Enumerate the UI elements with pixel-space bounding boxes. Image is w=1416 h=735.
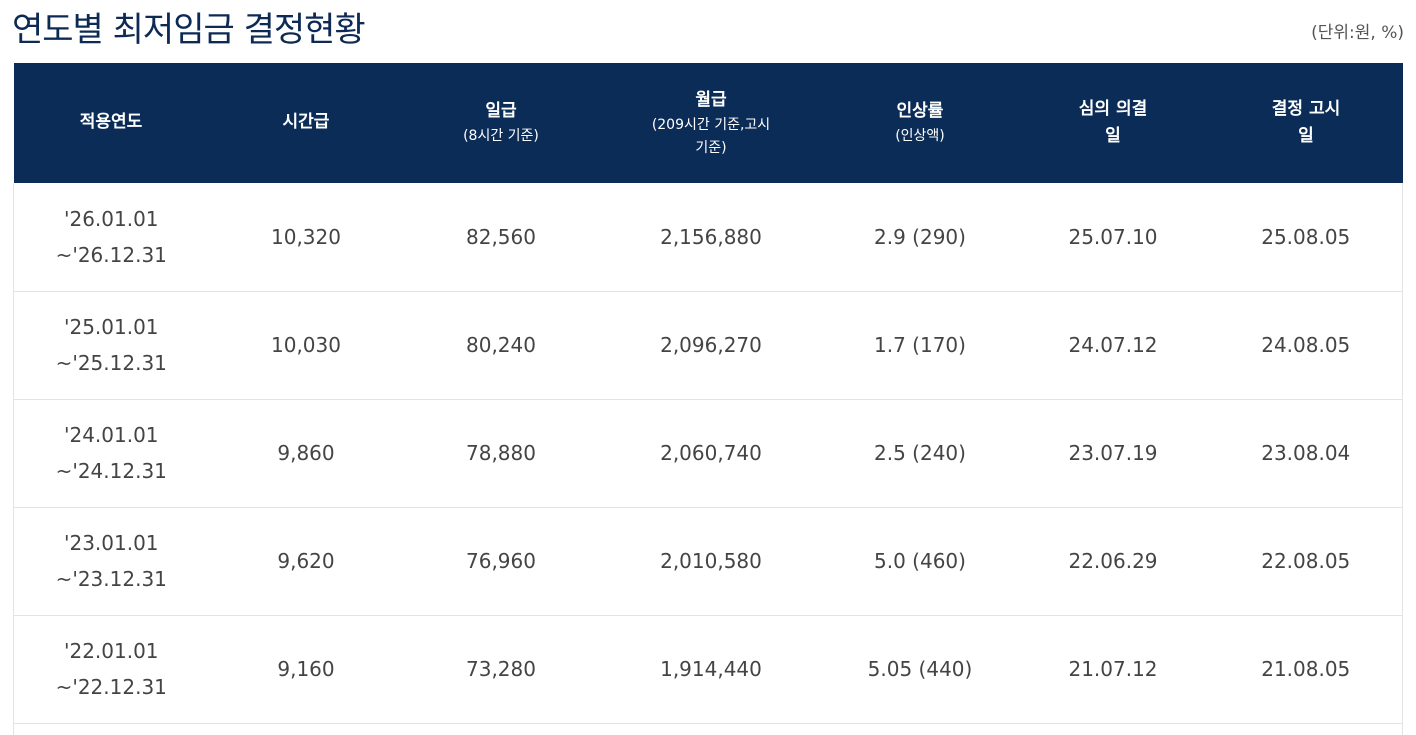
cell-increase: 2.5 (240) (823, 399, 1017, 508)
cell-empty (1017, 723, 1210, 735)
period-start: '26.01.01 (63, 206, 159, 231)
page-title: 연도별 최저임금 결정현황 (12, 10, 366, 50)
cell-daily: 78,880 (403, 399, 599, 508)
table-header-row: 적용연도 시간급 일급 (8시간 기준) 월급 (209시간 기준,고시기준) … (13, 63, 1403, 183)
cell-notice-date: 22.08.05 (1209, 507, 1403, 616)
header-notice-date: 결정 고시일 (1209, 63, 1403, 183)
cell-increase: 5.0 (460) (823, 507, 1017, 616)
header-monthly: 월급 (209시간 기준,고시기준) (598, 63, 824, 183)
cell-empty (209, 723, 404, 735)
header-daily: 일급 (8시간 기준) (403, 63, 599, 183)
cell-hourly: 9,160 (208, 615, 404, 724)
cell-monthly: 1,914,440 (598, 615, 824, 724)
header-increase: 인상률 (인상액) (823, 63, 1017, 183)
cell-daily: 76,960 (403, 507, 599, 616)
period-end: ~'25.12.31 (55, 351, 167, 375)
cell-period: '22.01.01 ~'22.12.31 (13, 615, 209, 724)
cell-daily: 73,280 (403, 615, 599, 724)
cell-daily: 82,560 (403, 183, 599, 292)
table-row: '25.01.01 ~'25.12.31 10,030 80,240 2,096,270… (13, 291, 1403, 400)
cell-notice-date: 25.08.05 (1209, 183, 1403, 292)
period-start: '22.01.01 (63, 639, 159, 663)
cell-notice-date: 23.08.04 (1209, 399, 1403, 508)
cell-period: '25.01.01 ~'25.12.31 (13, 291, 209, 400)
cell-monthly: 2,156,880 (598, 183, 824, 292)
cell-monthly: 2,096,270 (598, 291, 824, 400)
table-row: '22.01.01 ~'22.12.31 9,160 73,280 1,914,440 5… (13, 615, 1403, 724)
cell-period: '23.01.01 ~'23.12.31 (13, 507, 209, 616)
cell-resolution-date: 22.06.29 (1016, 507, 1210, 616)
period-end: ~'26.12.31 (55, 242, 167, 267)
cell-resolution-date: 25.07.10 (1016, 183, 1210, 292)
cell-daily: 80,240 (403, 291, 599, 400)
cell-notice-date: 24.08.05 (1209, 291, 1403, 400)
cell-monthly: 2,060,740 (598, 399, 824, 508)
header-period: 적용연도 (13, 63, 209, 183)
cell-period: '24.01.01 ~'24.12.31 (13, 399, 209, 508)
cell-empty (14, 723, 209, 735)
period-end: ~'24.12.31 (55, 459, 167, 483)
cell-notice-date: 21.08.05 (1209, 615, 1403, 724)
cell-increase: 5.05 (440) (823, 615, 1017, 724)
header-resolution-date: 심의 의결일 (1016, 63, 1210, 183)
cell-resolution-date: 24.07.12 (1016, 291, 1210, 400)
cell-hourly: 10,030 (208, 291, 404, 400)
cell-empty (824, 723, 1017, 735)
table-row: '24.01.01 ~'24.12.31 9,860 78,880 2,060,740 2… (13, 399, 1403, 508)
cell-empty (404, 723, 599, 735)
cell-hourly: 9,860 (208, 399, 404, 508)
minimum-wage-table: 적용연도 시간급 일급 (8시간 기준) 월급 (209시간 기준,고시기준) … (13, 63, 1403, 735)
period-start: '23.01.01 (63, 531, 159, 555)
cell-empty (599, 723, 824, 735)
cell-increase: 2.9 (290) (823, 183, 1017, 292)
cell-resolution-date: 21.07.12 (1016, 615, 1210, 724)
cell-period: '26.01.01 ~'26.12.31 (13, 183, 209, 292)
unit-note: (단위:원, %) (1311, 23, 1404, 43)
period-end: ~'23.12.31 (55, 567, 167, 591)
header-hourly: 시간급 (208, 63, 404, 183)
cell-hourly: 10,320 (208, 183, 404, 292)
period-start: '25.01.01 (63, 315, 159, 339)
cell-monthly: 2,010,580 (598, 507, 824, 616)
table-row: '23.01.01 ~'23.12.31 9,620 76,960 2,010,580 5… (13, 507, 1403, 616)
cell-empty (1210, 723, 1403, 735)
cell-resolution-date: 23.07.19 (1016, 399, 1210, 508)
table-row (13, 723, 1403, 735)
period-end: ~'22.12.31 (55, 675, 167, 699)
title-row: 연도별 최저임금 결정현황 (단위:원, %) (12, 0, 1404, 56)
period-start: '24.01.01 (63, 423, 159, 447)
cell-increase: 1.7 (170) (823, 291, 1017, 400)
cell-hourly: 9,620 (208, 507, 404, 616)
table-row: '26.01.01 ~'26.12.31 10,320 82,560 2,156,880… (13, 183, 1403, 292)
